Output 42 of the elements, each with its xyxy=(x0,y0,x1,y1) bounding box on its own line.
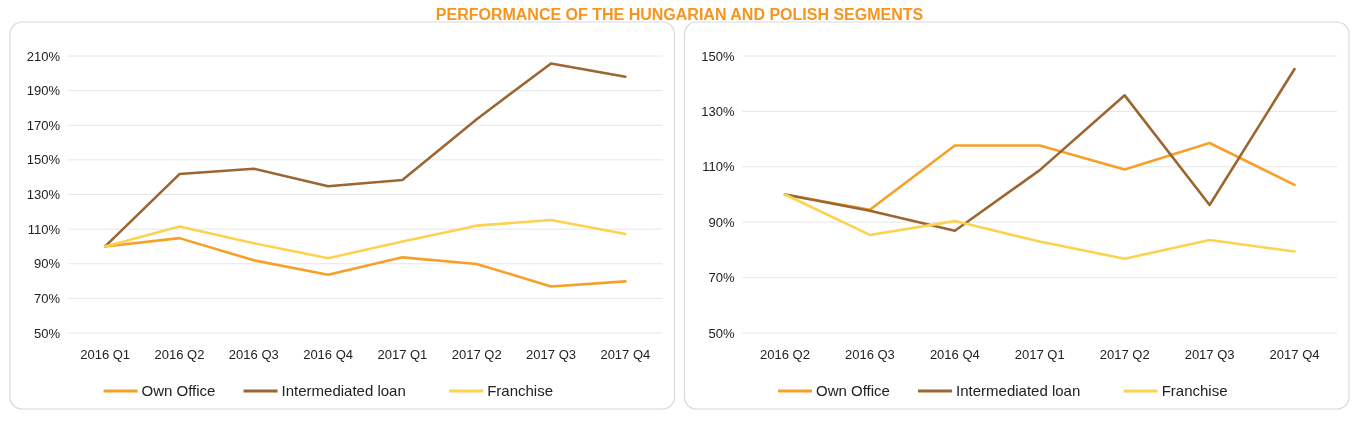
line-series xyxy=(783,67,1296,233)
y-tick-label: 210% xyxy=(26,48,61,64)
x-tick-label: 2016 Q4 xyxy=(303,347,354,362)
x-tick-label: 2017 Q4 xyxy=(1269,347,1320,362)
x-tick-label: 2017 Q2 xyxy=(451,347,502,362)
y-tick-label: 150% xyxy=(701,48,735,64)
y-tick-label: 70% xyxy=(33,290,61,306)
y-tick-label: 50% xyxy=(708,325,735,341)
x-tick-label: 2016 Q2 xyxy=(760,347,810,362)
legend-label: Intermediated loan xyxy=(956,382,1081,400)
legend-label: Intermediated loan xyxy=(281,382,406,400)
y-tick-label: 130% xyxy=(26,187,61,203)
x-tick-label: 2017 Q2 xyxy=(1099,347,1150,362)
y-tick-label: 50% xyxy=(33,325,61,341)
line-series xyxy=(103,218,627,260)
y-tick-label: 170% xyxy=(26,117,61,133)
y-tick-label: 90% xyxy=(33,256,61,272)
x-tick-label: 2017 Q3 xyxy=(526,347,576,362)
x-tick-label: 2016 Q4 xyxy=(929,347,980,362)
legend-label: Own Office xyxy=(141,382,216,400)
y-tick-label: 90% xyxy=(708,214,735,230)
y-tick-label: 110% xyxy=(702,159,735,175)
x-tick-label: 2017 Q1 xyxy=(1014,347,1065,362)
legend-label: Franchise xyxy=(1161,382,1228,400)
x-tick-label: 2017 Q1 xyxy=(377,347,428,362)
line-series xyxy=(103,62,627,248)
y-tick-label: 190% xyxy=(26,83,61,99)
x-tick-label: 2017 Q3 xyxy=(1184,347,1235,362)
x-tick-label: 2016 Q3 xyxy=(228,347,279,362)
y-tick-label: 70% xyxy=(708,270,735,286)
x-tick-label: 2016 Q2 xyxy=(154,347,205,362)
line-series xyxy=(783,193,1296,261)
x-tick-label: 2016 Q3 xyxy=(844,347,895,362)
x-tick-label: 2017 Q4 xyxy=(600,347,651,362)
line-series xyxy=(103,236,627,288)
y-tick-label: 130% xyxy=(701,103,735,119)
legend-label: Own Office xyxy=(816,382,890,400)
y-tick-label: 150% xyxy=(26,152,61,168)
chart-title: PERFORMANCE OF THE HUNGARIAN AND POLISH SEGMENTS xyxy=(435,6,924,23)
y-tick-label: 110% xyxy=(27,221,61,237)
legend-label: Franchise xyxy=(487,382,554,400)
x-tick-label: 2016 Q1 xyxy=(80,347,131,362)
